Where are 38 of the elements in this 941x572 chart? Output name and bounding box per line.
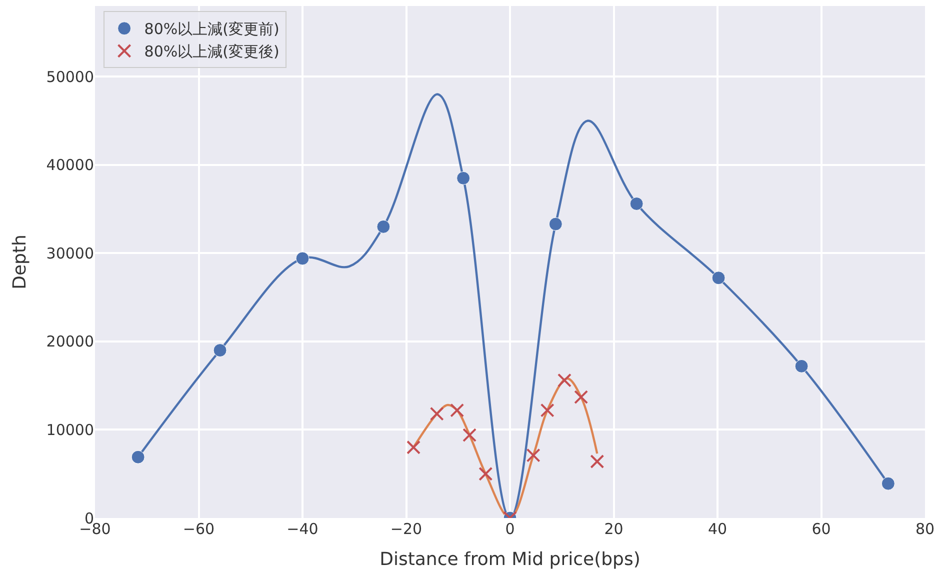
point	[376, 220, 390, 234]
x-tick-label: 60	[812, 520, 831, 538]
legend-label: 80%以上減(変更後)	[144, 42, 280, 61]
x-tick-label: 80	[915, 520, 935, 538]
x-tick-label: −60	[182, 520, 215, 538]
point	[430, 406, 444, 421]
y-tick-label: 20000	[46, 332, 94, 351]
point	[548, 217, 562, 231]
point	[131, 450, 145, 464]
point	[540, 403, 554, 418]
point	[630, 196, 644, 210]
y-tick-label: 10000	[46, 420, 94, 439]
y-tick-label: 50000	[46, 68, 94, 86]
point	[526, 448, 540, 462]
point	[881, 476, 895, 490]
point	[450, 403, 464, 418]
x-tick-label: 0	[505, 520, 515, 538]
y-tick-label: 30000	[46, 244, 94, 262]
point	[478, 466, 493, 481]
point	[456, 171, 470, 185]
x-axis-title: Distance from Mid price(bps)	[380, 549, 640, 570]
x-tick-label: −20	[390, 520, 422, 538]
line-series	[412, 377, 598, 518]
point	[712, 271, 726, 285]
point	[462, 428, 477, 442]
x-tick-label: 20	[604, 520, 624, 538]
point	[574, 390, 588, 404]
x-tick-label: 40	[708, 520, 728, 538]
point	[406, 440, 421, 454]
y-tick-label: 40000	[46, 156, 94, 174]
point	[590, 454, 604, 468]
point	[557, 373, 572, 388]
point	[794, 359, 808, 373]
y-axis-title: Depth	[9, 234, 30, 290]
point	[296, 252, 310, 266]
legend-label: 80%以上減(変更前)	[144, 20, 280, 38]
x-tick-label: −40	[286, 520, 318, 538]
point	[213, 344, 227, 358]
